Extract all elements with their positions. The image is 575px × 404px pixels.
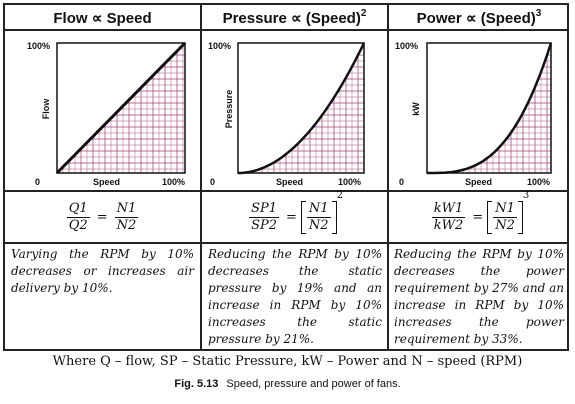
pressure-speed-graph: 100% 0 100% Speed Pressure bbox=[208, 41, 366, 187]
x-axis-label: Speed bbox=[276, 177, 303, 187]
figure-caption: Fig. 5.13 Speed, pressure and power of fa… bbox=[0, 378, 575, 390]
power-curve bbox=[427, 42, 553, 175]
row-divider bbox=[5, 242, 567, 244]
origin-tick: 0 bbox=[210, 177, 215, 187]
origin-tick: 0 bbox=[399, 177, 404, 187]
flow-speed-graph: 100% 0 100% Speed Flow bbox=[27, 41, 187, 187]
y-max-tick: 100% bbox=[27, 41, 50, 51]
pressure-description: Reducing the RPM by 10% decreases the st… bbox=[208, 247, 382, 346]
y-max-tick: 100% bbox=[395, 41, 418, 51]
row-divider bbox=[5, 190, 567, 192]
x-max-tick: 100% bbox=[162, 177, 185, 187]
hatched-area bbox=[243, 48, 364, 173]
figure-table: Flow ∝ Speed Pressure ∝ (Speed) 2 Power ∝… bbox=[3, 3, 569, 351]
column-header-power: Power ∝ (Speed) 3 bbox=[416, 7, 542, 28]
flow-curve bbox=[55, 41, 187, 175]
x-max-tick: 100% bbox=[527, 177, 550, 187]
column-divider bbox=[387, 5, 389, 349]
y-axis-label: Pressure bbox=[224, 90, 234, 129]
plot-frame bbox=[237, 42, 365, 174]
caption-text: Speed, pressure and power of fans. bbox=[226, 378, 401, 390]
plot-frame bbox=[56, 42, 186, 174]
origin-tick: 0 bbox=[35, 177, 40, 187]
x-axis-label: Speed bbox=[465, 177, 492, 187]
row-divider bbox=[5, 29, 567, 31]
column-header-pressure: Pressure ∝ (Speed) 2 bbox=[222, 7, 367, 28]
pressure-equation: SP1 SP2 = N1 N2 2 bbox=[249, 190, 343, 234]
plot-frame bbox=[426, 42, 552, 174]
y-axis-label: kW bbox=[411, 102, 421, 116]
legend-footnote: Where Q – flow, SP – Static Pressure, kW… bbox=[52, 354, 523, 369]
flow-equation: Q1 Q2 = N1 N2 bbox=[66, 200, 139, 233]
column-divider bbox=[200, 5, 202, 349]
flow-description: Varying the RPM by 10% decreases or incr… bbox=[11, 247, 194, 295]
power-description: Reducing the RPM by 10% decreases the po… bbox=[394, 247, 564, 346]
power-speed-graph: 100% 0 100% Speed kW bbox=[395, 41, 553, 187]
hatched-area bbox=[432, 48, 551, 173]
hatched-area bbox=[60, 45, 185, 173]
y-max-tick: 100% bbox=[208, 41, 231, 51]
pressure-curve bbox=[238, 42, 366, 175]
x-axis-label: Speed bbox=[93, 177, 120, 187]
column-header-flow: Flow ∝ Speed bbox=[53, 10, 152, 27]
y-axis-label: Flow bbox=[41, 98, 51, 119]
figure-number: Fig. 5.13 bbox=[174, 378, 219, 390]
power-equation: kW1 kW2 = N1 N2 3 bbox=[431, 190, 530, 234]
x-max-tick: 100% bbox=[338, 177, 361, 187]
